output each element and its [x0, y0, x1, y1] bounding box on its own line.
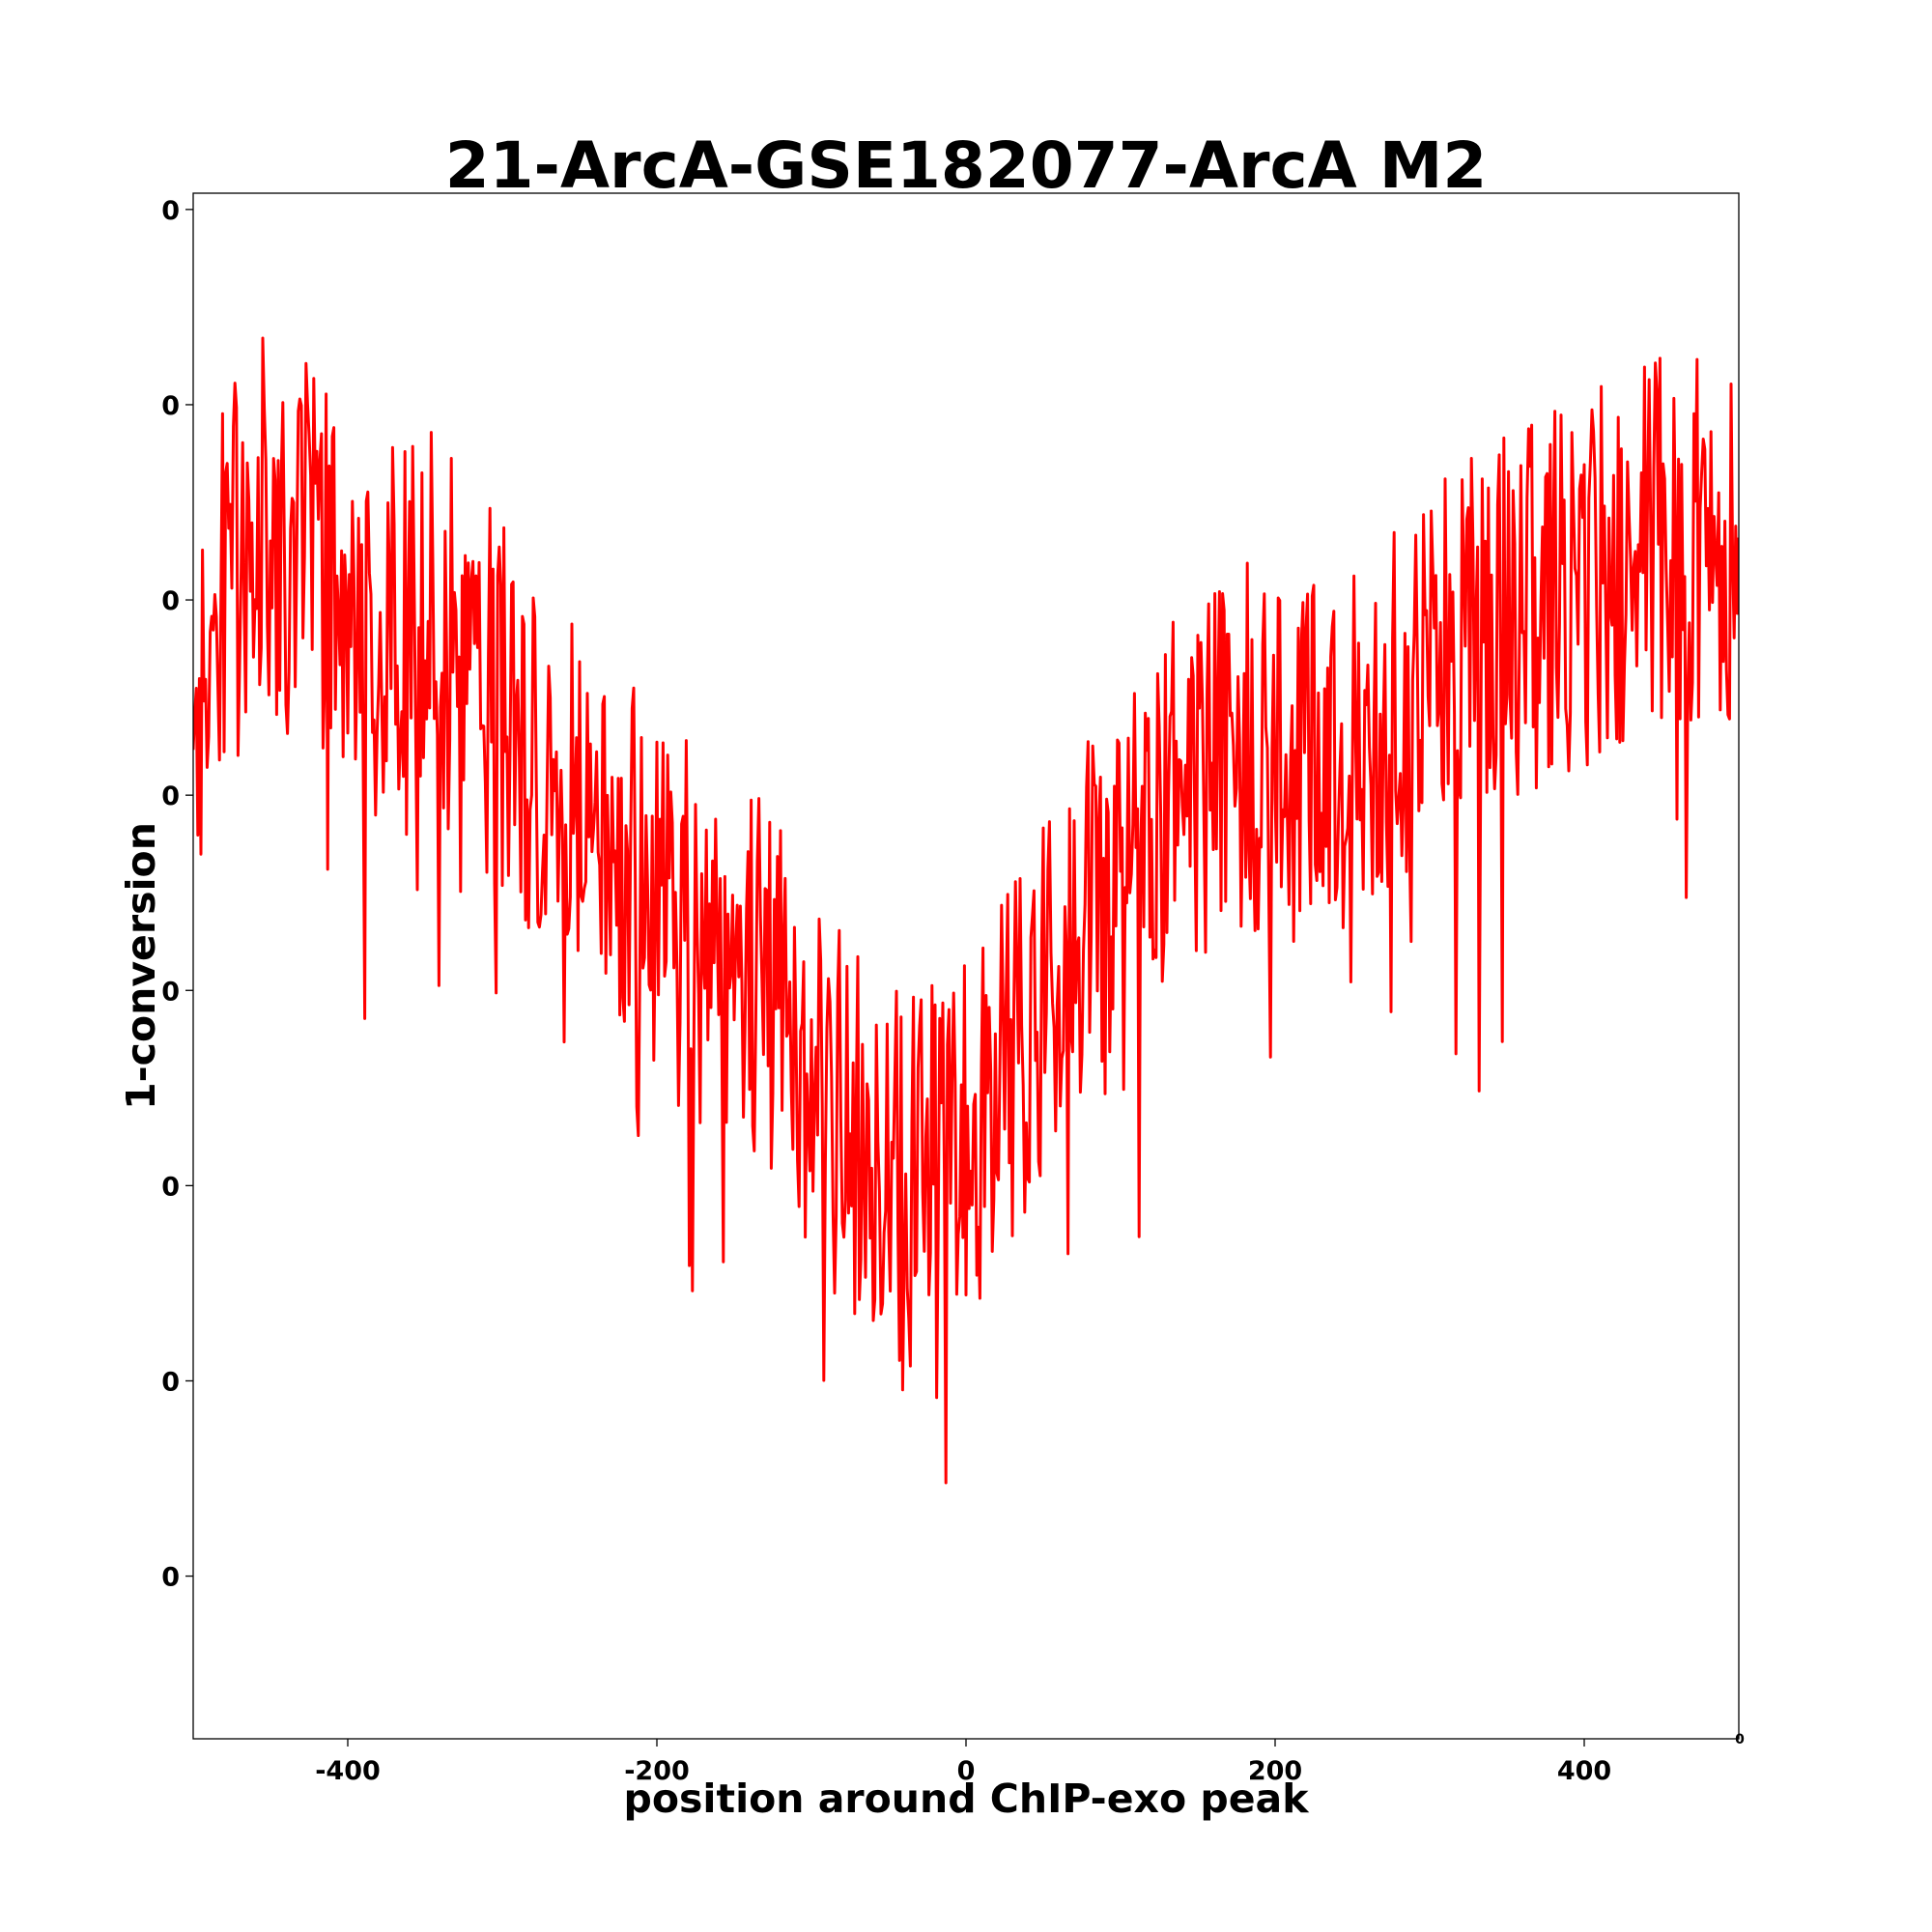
y-tick-label: 0: [161, 781, 180, 811]
data-line-layer: [193, 336, 1739, 1485]
y-tick-label: 0: [161, 977, 180, 1007]
chart-title: 21-ArcA-GSE182077-ArcA M2: [445, 128, 1488, 203]
y-axis-label: 1-conversion: [118, 822, 164, 1110]
x-axis-label: position around ChIP-exo peak: [624, 1776, 1311, 1822]
y-tick-label: 0: [161, 1367, 180, 1397]
y-tick-label: 0: [161, 586, 180, 616]
series-line: [193, 336, 1739, 1485]
y-tick-label: 0: [161, 1172, 180, 1202]
y-axis: 0 0 0 0 0 0 0 0: [161, 196, 193, 1593]
x-tick-label: 200: [1248, 1756, 1302, 1786]
y-tick-label: 0: [161, 1563, 180, 1593]
x-tick-label: -400: [315, 1756, 381, 1786]
y-tick-label: 0: [161, 391, 180, 421]
x-axis: -400 -200 0 200 400: [315, 1739, 1611, 1786]
x-tick-label: 400: [1557, 1756, 1611, 1786]
x-tick-label: 0: [957, 1756, 976, 1786]
x-tick-label: -200: [624, 1756, 690, 1786]
y-tick-label: 0: [161, 196, 180, 226]
x-axis-corner-label: 0: [1735, 1732, 1745, 1747]
